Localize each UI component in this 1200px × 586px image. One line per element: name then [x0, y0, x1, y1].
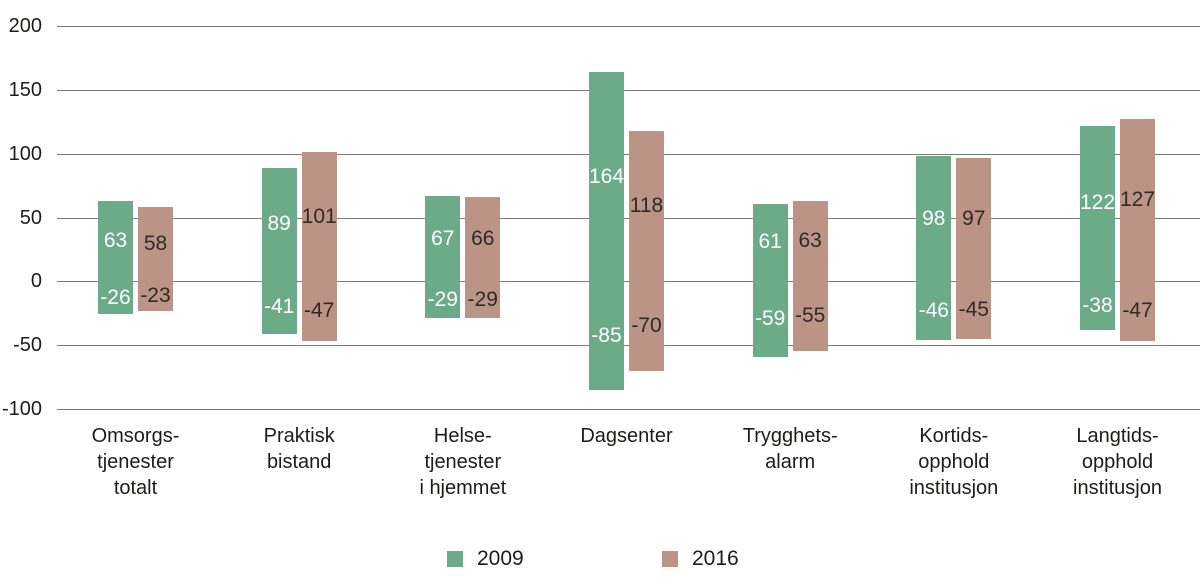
- bar-2016-category-1: 101 -47: [301, 152, 337, 342]
- bar-value-positive: 127: [1119, 188, 1156, 212]
- bar-2009-category-6: 122 -38: [1079, 125, 1116, 330]
- y-axis-tick-label: 50: [19, 207, 42, 229]
- bar-value-positive: 61: [758, 230, 782, 254]
- bar-value-positive: 58: [143, 232, 168, 256]
- bar-value-negative: -47: [304, 299, 335, 323]
- bar-value-positive: 63: [798, 229, 822, 253]
- bar-value-positive: 98: [922, 206, 946, 230]
- bar-value-negative: -26: [100, 285, 131, 309]
- bar-2016-category-4: 63 -55: [792, 200, 828, 352]
- legend-item-2016: 2016: [662, 548, 739, 570]
- bar-value-negative: -38: [1082, 293, 1113, 317]
- bar-value-positive: 63: [103, 229, 128, 253]
- y-axis-tick-label: 150: [8, 79, 42, 101]
- bar-value-positive: 89: [267, 212, 291, 236]
- legend-label-2009: 2009: [477, 547, 524, 570]
- bar-value-positive: 67: [431, 226, 455, 250]
- bar-value-negative: -59: [755, 307, 786, 331]
- bar-2009-category-5: 98 -46: [916, 156, 952, 340]
- bar-2016-category-6: 127 -47: [1119, 119, 1156, 342]
- gridline-y-100: [57, 154, 1200, 155]
- bar-2016-category-0: 58 -23: [138, 207, 173, 311]
- bar-value-negative: -29: [427, 287, 458, 311]
- bar-value-positive: 66: [471, 227, 495, 251]
- bar-value-negative: -41: [264, 295, 295, 319]
- gridline-y-200: [57, 26, 1200, 27]
- legend-swatch-2009: [447, 551, 463, 567]
- bar-2009-category-0: 63 -26: [98, 200, 133, 315]
- x-axis-category-label-6: Langtids- opphold institusjon: [1073, 425, 1162, 499]
- gridline-y-0: [57, 281, 1200, 282]
- bar-value-positive: 97: [962, 207, 986, 231]
- x-axis-category-label-2: Helse- tjenester i hjemmet: [419, 425, 507, 499]
- bar-2009-category-1: 89 -41: [261, 167, 297, 334]
- bar-value-positive: 118: [629, 193, 664, 217]
- bar-value-negative: -45: [958, 297, 989, 321]
- bar-value-negative: -23: [140, 283, 171, 307]
- bar-2016-category-3: 118 -70: [629, 130, 664, 371]
- gridline-y-150: [57, 90, 1200, 91]
- y-axis-tick-label: -50: [13, 334, 42, 356]
- x-axis-category-label-3: Dagsenter: [580, 425, 673, 447]
- legend-label-2016: 2016: [692, 547, 739, 570]
- legend-item-2009: 2009: [447, 548, 524, 570]
- gridline-y-50: [57, 218, 1200, 219]
- chart-legend: 2009 2016: [0, 548, 1200, 570]
- bar-2009-category-2: 67 -29: [425, 195, 461, 319]
- bar-value-negative: -85: [591, 323, 622, 347]
- bar-value-negative: -46: [918, 298, 949, 322]
- x-axis-category-label-4: Trygghets- alarm: [742, 425, 838, 473]
- bar-value-negative: -55: [795, 304, 826, 328]
- bar-value-negative: -47: [1122, 299, 1153, 323]
- bar-value-positive: 122: [1079, 191, 1116, 215]
- y-axis-tick-label: 0: [30, 270, 42, 292]
- legend-swatch-2016: [662, 551, 678, 567]
- bar-2016-category-5: 97 -45: [956, 157, 992, 339]
- bar-2016-category-2: 66 -29: [465, 197, 501, 319]
- y-axis-tick-label: 100: [8, 143, 42, 165]
- bar-value-negative: -70: [631, 313, 662, 337]
- bar-2009-category-3: 164 -85: [589, 72, 624, 390]
- bar-2009-category-4: 61 -59: [752, 203, 788, 357]
- x-axis-category-label-5: Kortids- opphold institusjon: [909, 425, 999, 499]
- y-axis-tick-label: 200: [8, 15, 42, 37]
- gridline-y--100: [57, 409, 1200, 410]
- x-axis-category-label-1: Praktisk bistand: [263, 425, 335, 473]
- bar-value-positive: 164: [588, 164, 625, 188]
- bar-value-negative: -29: [467, 287, 498, 311]
- bar-value-positive: 101: [301, 204, 337, 228]
- y-axis-tick-label: -100: [1, 398, 42, 420]
- x-axis-category-label-0: Omsorgs- tjenester totalt: [91, 425, 180, 499]
- gridline-y--50: [57, 345, 1200, 346]
